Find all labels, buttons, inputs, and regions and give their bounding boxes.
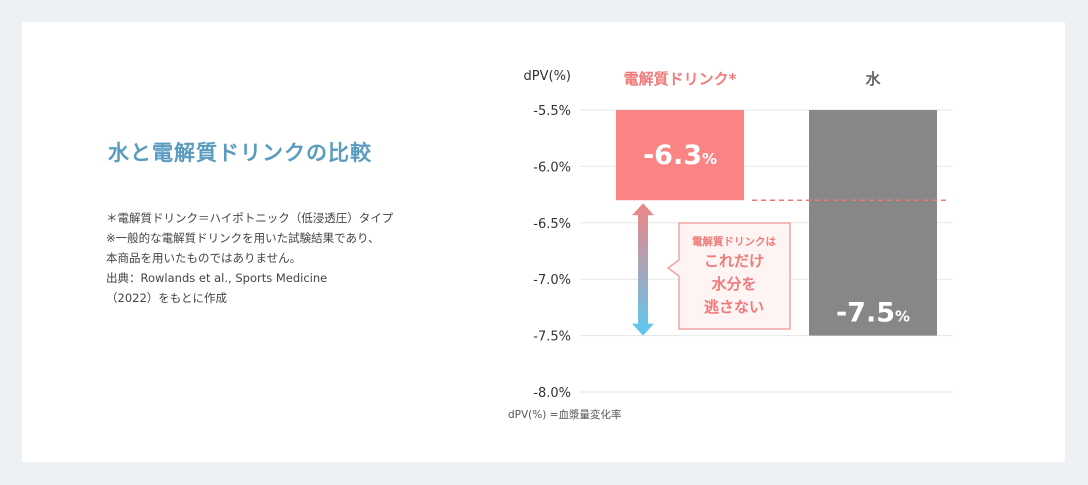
value-number: -6.3 (643, 140, 702, 171)
y-tick-label: -6.5% (533, 217, 571, 232)
callout-line: これだけ (704, 252, 764, 270)
note-line: 本商品を用いたものではありません。 (106, 251, 302, 265)
bar-water (809, 110, 937, 336)
y-tick-label: -8.0% (533, 386, 571, 401)
difference-arrow-icon (632, 203, 654, 336)
notes: ＊電解質ドリンク＝ハイポトニック（低浸透圧）タイプ ※一般的な電解質ドリンクを用… (106, 208, 393, 308)
callout-line: 逃さない (704, 298, 764, 316)
value-label-water: -7.5% (836, 298, 910, 329)
callout-box: 電解質ドリンクは これだけ 水分を 逃さない (666, 222, 791, 330)
value-number: -7.5 (836, 298, 895, 329)
callout-shape (666, 222, 791, 330)
value-unit: % (702, 150, 717, 168)
note-line: ＊電解質ドリンク＝ハイポトニック（低浸透圧）タイプ (106, 211, 394, 225)
y-tick-label: -7.0% (533, 273, 571, 288)
category-label-water: 水 (865, 70, 881, 88)
bar-drink (616, 110, 744, 201)
category-label-drink: 電解質ドリンク* (624, 70, 737, 88)
note-line: 出典：Rowlands et al., Sports Medicine (106, 271, 328, 285)
note-line: （2022）をもとに作成 (106, 291, 228, 305)
bars (616, 110, 937, 336)
value-unit: % (895, 308, 910, 326)
comparison-title: 水と電解質ドリンクの比較 (108, 141, 372, 165)
y-tick-label: -6.0% (533, 160, 571, 175)
y-axis-label: dPV(%) (524, 69, 571, 84)
y-tick-label: -7.5% (533, 330, 571, 345)
callout-line: 水分を (711, 275, 756, 293)
note-line: ※一般的な電解質ドリンクを用いた試験結果であり、 (106, 231, 380, 245)
y-tick-label: -5.5% (533, 104, 571, 119)
y-ticks: -5.5% -6.0% -6.5% -7.0% -7.5% -8.0% (533, 104, 571, 401)
labels: 電解質ドリンク* -6.3% 水 -7.5% (624, 70, 910, 329)
callout-line: 電解質ドリンクは (692, 235, 776, 248)
value-label-drink: -6.3% (643, 140, 717, 171)
axis-footnote: dPV(%) =血漿量変化率 (508, 408, 622, 421)
